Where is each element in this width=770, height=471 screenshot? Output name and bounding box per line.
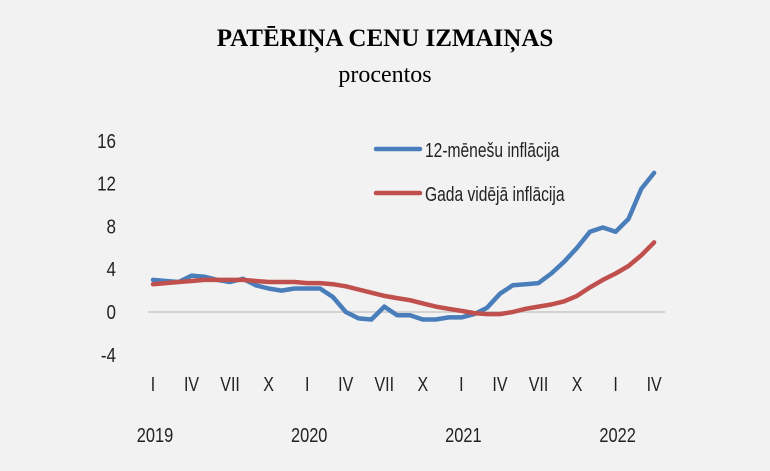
legend-label-1: Gada vidējā inflācija	[425, 183, 565, 205]
y-tick-label: 8	[107, 215, 116, 238]
x-tick-label: IV	[338, 373, 353, 395]
y-tick-label: -4	[101, 343, 116, 366]
x-tick-label: VII	[220, 373, 240, 395]
chart-title: PATĒRIŅA CENU IZMAIŅAS	[216, 25, 554, 52]
x-tick-label: IV	[647, 373, 662, 395]
x-tick-label: IV	[492, 373, 507, 395]
x-tick-label: VII	[375, 373, 395, 395]
x-tick-label: X	[263, 373, 274, 395]
y-tick-label: 12	[97, 172, 116, 195]
x-tick-label: X	[572, 373, 583, 395]
x-tick-label: I	[151, 373, 155, 395]
x-tick-label: I	[613, 373, 617, 395]
year-label: 2021	[445, 423, 481, 446]
year-label: 2019	[137, 423, 173, 446]
x-tick-label: I	[459, 373, 463, 395]
chart-subtitle: procentos	[338, 62, 432, 88]
x-tick-label: I	[305, 373, 309, 395]
y-tick-label: 16	[97, 129, 116, 152]
y-tick-label: 4	[107, 258, 116, 281]
x-tick-label: IV	[184, 373, 199, 395]
y-tick-label: 0	[107, 301, 116, 324]
year-label: 2022	[599, 423, 635, 446]
x-tick-label: VII	[529, 373, 549, 395]
series-line-1	[150, 240, 657, 317]
year-label: 2020	[291, 423, 327, 446]
legend-label-0: 12-mēnešu inflācija	[425, 139, 559, 161]
x-tick-label: X	[418, 373, 429, 395]
